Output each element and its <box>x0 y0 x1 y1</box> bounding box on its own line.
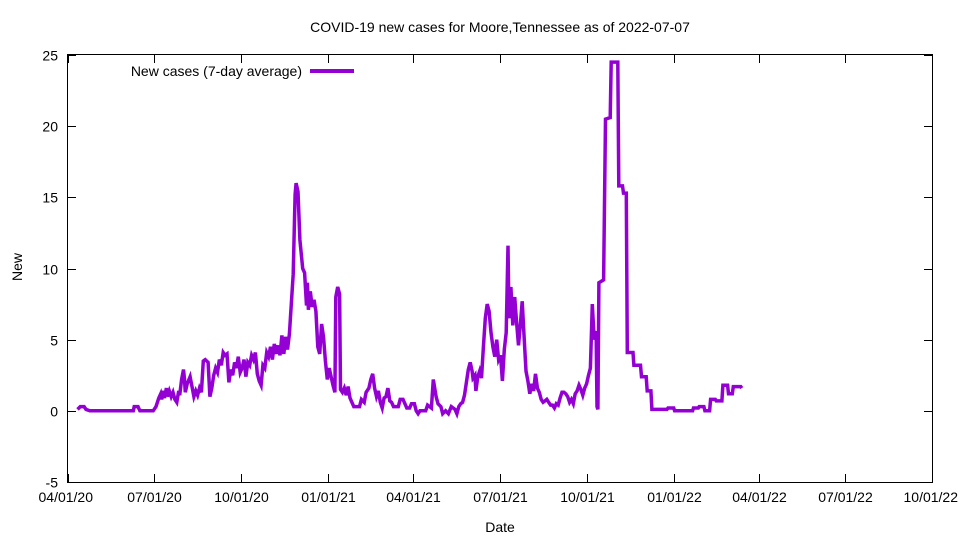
legend-label: New cases (7-day average) <box>131 63 302 79</box>
axis-ticks: -5 0 5 10 15 20 25 04/01/20 07/01/20 10/01/20 01/0… <box>39 48 959 506</box>
legend: New cases (7-day average) <box>131 63 354 79</box>
x-tick-label: 10/01/21 <box>560 489 615 505</box>
y-axis-label-text: New <box>9 252 25 281</box>
x-axis-label: Date <box>485 519 515 535</box>
x-tick-label: 10/01/20 <box>214 489 269 505</box>
y-tick-label: 25 <box>42 48 58 64</box>
x-tick-label: 04/01/20 <box>39 489 94 505</box>
chart-title: COVID-19 new cases for Moore,Tennessee a… <box>310 19 690 35</box>
x-tick-label: 07/01/20 <box>127 489 182 505</box>
series-lines <box>76 60 744 419</box>
y-tick-label: 10 <box>42 262 58 278</box>
x-tick-label: 07/01/21 <box>473 489 528 505</box>
x-tick-label: 10/01/22 <box>904 489 959 505</box>
y-tick-label: 0 <box>50 404 58 420</box>
x-tick-label: 07/01/22 <box>818 489 873 505</box>
y-axis-label: New <box>9 252 25 281</box>
y-tick-label: 15 <box>42 190 58 206</box>
plot-frame <box>67 54 933 483</box>
x-tick-label: 01/01/22 <box>647 489 702 505</box>
y-tick-label: -5 <box>46 475 59 491</box>
x-tick-label: 04/01/22 <box>732 489 787 505</box>
y-tick-label: 5 <box>50 333 58 349</box>
x-tick-label: 04/01/21 <box>386 489 441 505</box>
x-tick-label: 01/01/21 <box>301 489 356 505</box>
series-line-0 <box>76 60 744 419</box>
y-tick-label: 20 <box>42 119 58 135</box>
